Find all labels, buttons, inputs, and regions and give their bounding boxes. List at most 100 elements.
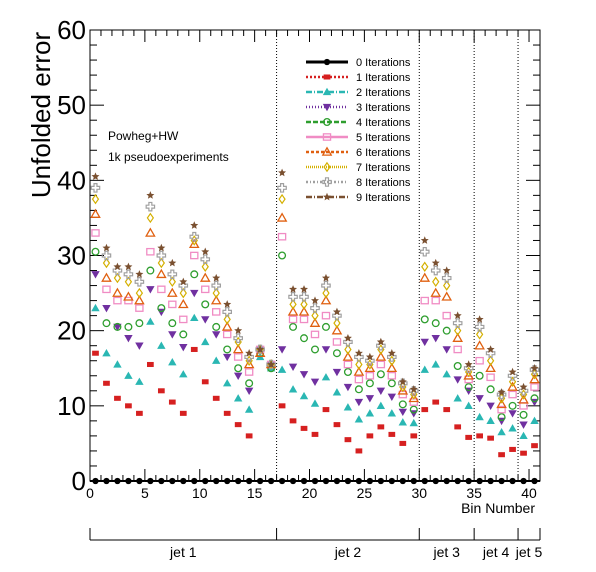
- data-point: [300, 477, 308, 485]
- legend-label: 2 Iterations: [356, 87, 411, 99]
- data-point: [90, 183, 101, 193]
- data-point: [103, 380, 110, 386]
- data-point: [442, 266, 451, 274]
- legend-marker: [322, 117, 332, 127]
- data-point: [409, 405, 418, 414]
- data-point: [245, 433, 253, 439]
- legend-marker: [322, 133, 332, 141]
- data-point: [310, 378, 320, 386]
- y-axis-label: Unfolded error: [26, 32, 56, 199]
- data-point: [430, 287, 442, 297]
- data-point: [452, 318, 463, 328]
- data-point: [355, 359, 363, 370]
- data-point: [332, 338, 342, 346]
- data-point: [519, 382, 528, 391]
- data-point: [376, 337, 385, 346]
- jet-label: jet 3: [432, 544, 460, 560]
- data-point: [168, 319, 177, 328]
- data-point: [113, 322, 122, 331]
- data-point: [431, 335, 440, 343]
- data-point: [235, 477, 242, 485]
- data-point: [333, 477, 341, 485]
- data-point: [113, 272, 122, 284]
- data-point: [486, 345, 495, 353]
- data-point: [354, 415, 364, 423]
- data-point: [254, 347, 266, 358]
- data-point: [157, 285, 166, 294]
- data-point: [377, 424, 385, 430]
- data-point: [166, 287, 178, 297]
- data-point: [310, 330, 320, 339]
- data-point: [213, 477, 220, 485]
- data-point: [322, 407, 330, 413]
- data-point: [169, 477, 176, 485]
- data-point: [188, 238, 200, 249]
- data-point: [190, 251, 199, 260]
- data-point: [179, 277, 188, 286]
- data-point: [387, 409, 397, 417]
- data-point: [233, 333, 243, 343]
- data-point: [256, 345, 265, 353]
- data-point: [146, 212, 155, 224]
- data-point: [487, 435, 494, 441]
- data-point: [432, 477, 439, 485]
- legend-entry: 4 Iterations: [306, 117, 411, 129]
- data-point: [486, 373, 495, 382]
- data-point: [168, 331, 177, 339]
- data-point: [288, 385, 298, 393]
- data-point: [223, 314, 231, 325]
- data-point: [91, 303, 100, 312]
- y-tick-label: 0: [72, 466, 86, 496]
- data-point: [509, 446, 516, 452]
- data-point: [124, 276, 133, 288]
- data-point: [344, 344, 352, 355]
- data-point: [366, 477, 374, 485]
- axis-tick-labels: 0 5 10 15 20 25 30 35 40 0 10 20 30 40 50 60: [57, 15, 537, 501]
- data-point: [179, 315, 188, 324]
- data-point: [124, 322, 133, 331]
- axis-ticks: [89, 29, 541, 482]
- data-point: [299, 391, 309, 400]
- jet-boundaries: [276, 30, 519, 481]
- data-point: [212, 287, 220, 299]
- legend-entry: 7 Iterations: [306, 161, 411, 174]
- data-point: [311, 477, 319, 485]
- data-point: [157, 243, 166, 252]
- data-point: [157, 257, 166, 269]
- data-point: [475, 356, 484, 365]
- legend-label: 4 Iterations: [356, 117, 411, 129]
- data-point: [91, 193, 100, 205]
- data-point: [234, 422, 242, 428]
- data-point: [267, 360, 276, 368]
- data-point: [103, 477, 110, 485]
- data-point: [123, 291, 134, 301]
- data-point: [233, 353, 243, 361]
- legend-label: 7 Iterations: [356, 162, 411, 174]
- data-point: [222, 307, 232, 317]
- legend-entry: 5 Iterations: [306, 132, 411, 144]
- data-point: [354, 385, 363, 394]
- data-point: [332, 388, 342, 396]
- data-point: [520, 477, 527, 485]
- data-point: [168, 399, 176, 405]
- data-point: [311, 310, 319, 321]
- data-point: [343, 333, 352, 342]
- jet-label: jet 2: [334, 544, 362, 560]
- data-point: [377, 477, 385, 485]
- data-point: [442, 311, 451, 320]
- annotation-generator: Powheg+HW: [108, 129, 179, 143]
- data-point: [221, 321, 233, 331]
- data-point: [101, 272, 112, 282]
- data-point: [245, 477, 253, 485]
- data-point: [201, 337, 210, 346]
- data-point: [497, 413, 506, 422]
- x-tick-label: 5: [141, 485, 149, 501]
- data-point: [508, 390, 517, 399]
- series-8: [90, 183, 540, 400]
- data-point: [464, 401, 473, 409]
- data-point: [311, 296, 319, 304]
- data-point: [299, 371, 309, 379]
- x-tick-label: 40: [521, 485, 537, 501]
- data-point: [463, 370, 474, 380]
